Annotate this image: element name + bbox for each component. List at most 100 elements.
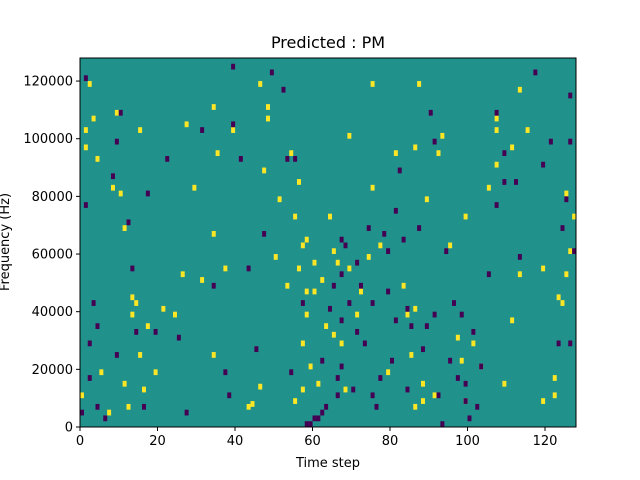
heatmap-cell-low (502, 150, 507, 157)
heatmap-cell-low (339, 363, 344, 370)
heatmap-cell-low (293, 156, 298, 162)
heatmap-cell-low (393, 317, 398, 324)
heatmap-cell-low (328, 305, 332, 312)
heatmap-cell-high (145, 323, 150, 329)
heatmap-cell-low (452, 300, 456, 306)
heatmap-cell-low (320, 409, 325, 416)
heatmap-cell-high (83, 144, 88, 151)
heatmap-cell-high (355, 311, 360, 318)
heatmap-cell-low (87, 375, 92, 381)
heatmap-cell-high (370, 184, 375, 191)
heatmap-cell-high (91, 115, 96, 122)
chart-title: Predicted : PM (271, 33, 385, 52)
heatmap-cell-high (266, 104, 270, 110)
heatmap-cell-low (517, 254, 522, 260)
y-axis-ticks: 0 20000 40000 60000 80000 100000 120000 (23, 75, 80, 436)
heatmap-cell-high (180, 271, 185, 278)
heatmap-cell-high (421, 398, 425, 404)
heatmap-cell-high (568, 248, 573, 255)
heatmap-cell-low (479, 363, 484, 370)
heatmap-cell-low (401, 236, 406, 243)
x-axis-ticks: 0 20 40 60 80 100 120 (76, 427, 557, 449)
heatmap-cell-low (397, 167, 402, 174)
heatmap-cell-high (300, 242, 305, 249)
heatmap-cell-high (122, 225, 127, 231)
heatmap-cell-low (126, 219, 131, 226)
heatmap-cell-high (285, 282, 290, 289)
heatmap-cell-high (510, 144, 515, 151)
heatmap-cell-high (300, 386, 305, 393)
heatmap-cell-low (153, 328, 158, 335)
heatmap-cell-high (107, 409, 112, 416)
heatmap-cell-high (525, 127, 530, 133)
heatmap-cell-high (366, 254, 371, 260)
heatmap-cell-low (231, 63, 236, 70)
heatmap-cell-low (463, 380, 468, 387)
heatmap-cell-low (359, 282, 363, 289)
y-tick-label: 40000 (32, 305, 73, 320)
heatmap-cell-low (308, 421, 313, 427)
heatmap-cell-high (486, 184, 491, 191)
heatmap-cell-low (494, 202, 499, 208)
heatmap-cell-low (494, 109, 499, 116)
heatmap-cell-high (560, 300, 565, 306)
x-tick-label: 60 (304, 434, 321, 449)
heatmap-cell-high (328, 213, 332, 220)
heatmap-cell-high (541, 265, 546, 272)
heatmap-cell-low (366, 225, 371, 231)
heatmap-cell-high (95, 156, 100, 162)
heatmap-cell-high (331, 248, 336, 255)
heatmap-cell-low (378, 375, 383, 381)
heatmap-cell-low (111, 173, 115, 180)
heatmap-cell-low (238, 156, 243, 162)
heatmap-cell-low (223, 369, 228, 376)
heatmap-cell-low (80, 409, 84, 416)
heatmap-cell-high (246, 403, 251, 410)
heatmap-cell-low (568, 340, 573, 347)
heatmap-cell-high (455, 334, 460, 341)
heatmap-cell-low (312, 415, 317, 422)
heatmap-cell-high (405, 311, 410, 318)
heatmap-cell-low (347, 300, 352, 306)
heatmap-cell-high (494, 115, 499, 122)
heatmap-cell-low (339, 317, 344, 324)
heatmap-cell-high (122, 380, 127, 387)
heatmap-cell-high (142, 386, 146, 393)
heatmap-cell-high (293, 398, 298, 404)
heatmap-cell-high (556, 294, 561, 301)
heatmap-cell-low (83, 75, 88, 82)
heatmap-cell-high (517, 271, 522, 278)
heatmap-cell-high (277, 196, 282, 203)
heatmap-cell-low (548, 138, 553, 145)
heatmap-cell-high (510, 317, 515, 324)
heatmap-cell-high (320, 277, 325, 283)
heatmap-cell-low (475, 403, 480, 410)
heatmap-cell-low (370, 392, 375, 399)
heatmap-cell-low (556, 340, 561, 347)
heatmap-cell-low (564, 196, 569, 203)
heatmap-cell-low (95, 403, 100, 410)
heatmap-cell-high (413, 403, 418, 410)
heatmap-cell-high (471, 340, 476, 347)
heatmap-cell-low (145, 190, 150, 197)
heatmap-cell-high (273, 254, 278, 260)
heatmap-cell-high (448, 242, 453, 249)
heatmap-cell-low (91, 300, 96, 306)
heatmap-cell-low (254, 346, 259, 353)
y-tick-label: 100000 (23, 132, 73, 147)
heatmap-cell-low (114, 138, 119, 145)
heatmap-cell-high (424, 196, 429, 203)
x-tick-label: 0 (76, 434, 84, 449)
heatmap-cell-high (459, 357, 464, 364)
heatmap-cell-high (552, 375, 557, 381)
heatmap-cell-low (471, 328, 476, 335)
heatmap-cell-high (231, 127, 236, 133)
heatmap-cell-low (463, 398, 468, 404)
heatmap-cell-low (200, 127, 205, 133)
heatmap-cell-low (331, 282, 336, 289)
heatmap-cell-low (533, 69, 538, 76)
heatmap-cell-high (130, 294, 135, 301)
heatmap-cell-low (339, 271, 344, 278)
heatmap-cell-high (409, 352, 414, 358)
heatmap-cell-high (266, 115, 270, 122)
